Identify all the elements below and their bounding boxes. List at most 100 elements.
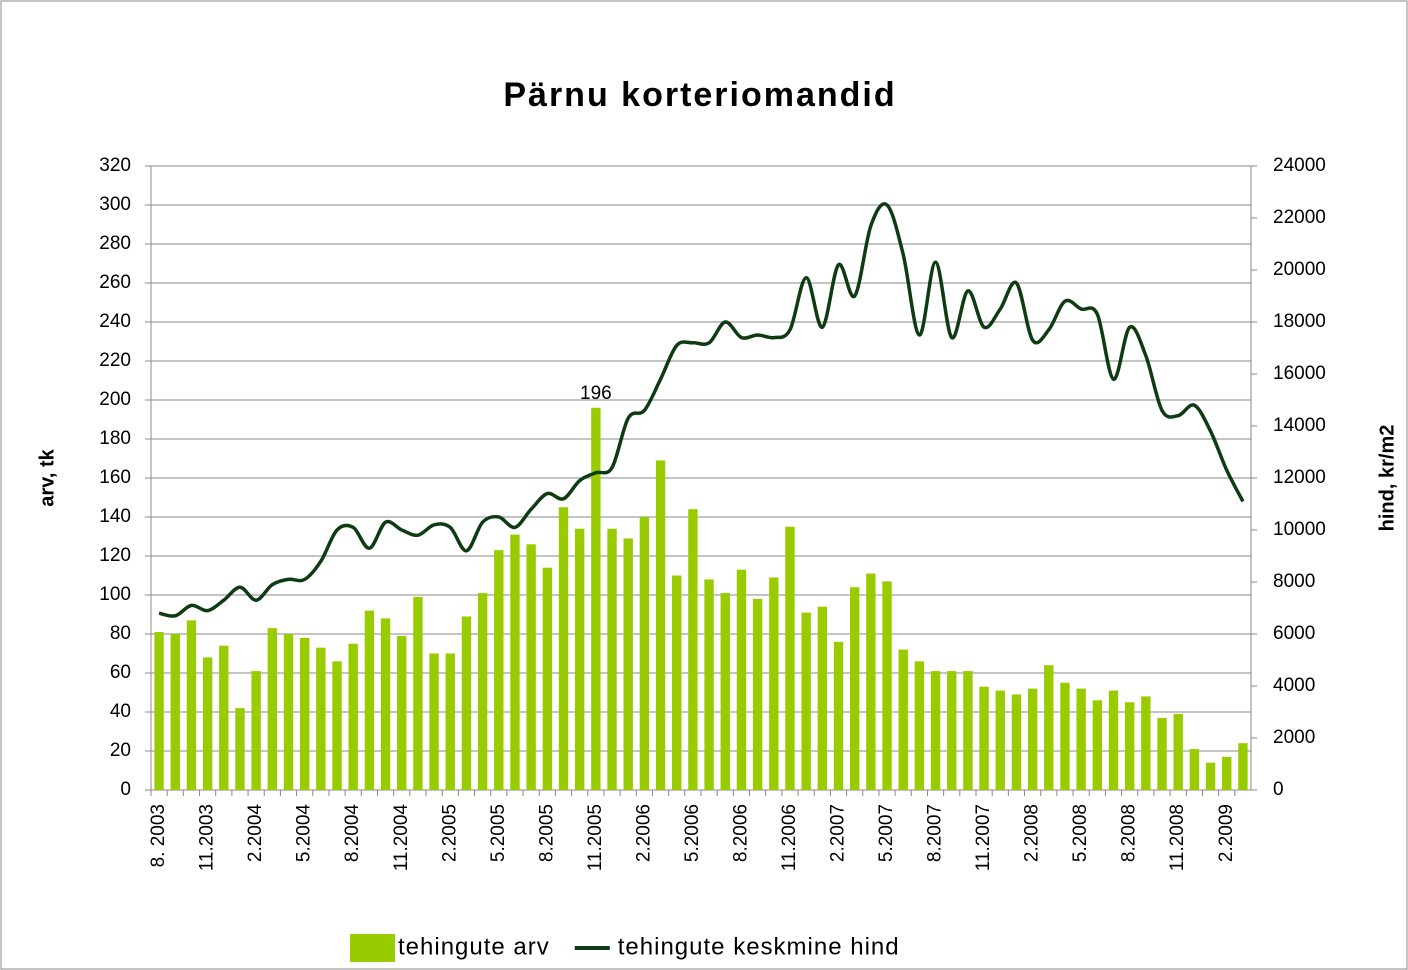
bar [720, 593, 730, 790]
bar [397, 635, 407, 790]
x-tick-label: 5.2007 [876, 804, 897, 862]
bar [623, 538, 633, 790]
x-tick-label: 8. 2003 [148, 804, 169, 867]
bar [688, 509, 698, 790]
bar [866, 573, 876, 790]
y-tick-label: 60 [110, 662, 131, 683]
x-tick-label: 8.2007 [925, 804, 946, 862]
bar [655, 460, 666, 790]
bar [639, 517, 650, 790]
line [158, 202, 1245, 618]
bar [672, 575, 682, 790]
bar [170, 634, 180, 790]
y-tick-label: 220 [99, 350, 131, 371]
x-tick-label: 2.2008 [1022, 804, 1043, 862]
bar [348, 643, 358, 790]
y2-tick-label: 6000 [1273, 623, 1315, 644]
x-tick-label: 11.2008 [1167, 804, 1188, 871]
bar [267, 628, 278, 790]
y-tick-label: 140 [99, 506, 131, 527]
bar [1124, 702, 1135, 790]
bar [332, 661, 342, 790]
bar [510, 534, 520, 790]
bar [219, 645, 229, 790]
bar [283, 634, 294, 790]
bar [364, 610, 375, 790]
x-tick-label: 5.2004 [294, 804, 315, 863]
y-tick-label: 20 [110, 740, 131, 761]
x-tick-label: 2.2006 [633, 804, 654, 862]
y2-tick-label: 2000 [1273, 727, 1315, 748]
bar [380, 618, 391, 790]
bar [1222, 756, 1232, 790]
y2-tick-label: 12000 [1273, 467, 1326, 488]
y-tick-label: 0 [120, 779, 131, 800]
y-tick-label: 200 [99, 389, 131, 410]
y2-tick-label: 8000 [1273, 571, 1315, 592]
bar [769, 577, 779, 790]
legend-swatch [350, 934, 395, 962]
y2-tick-label: 14000 [1273, 415, 1326, 436]
bar [1076, 688, 1086, 790]
bar [154, 632, 164, 790]
data-label: 196 [580, 383, 612, 404]
y-tick-label: 180 [99, 428, 131, 449]
bar [429, 653, 439, 790]
bar [607, 528, 617, 790]
bar [1060, 682, 1070, 790]
x-tick-label: 5.2008 [1070, 804, 1091, 862]
bar [995, 690, 1005, 790]
bar [1108, 690, 1119, 790]
bar [914, 661, 925, 790]
bar [704, 579, 714, 790]
bar [445, 653, 455, 790]
bar [1205, 762, 1216, 790]
x-tick-label: 2.2004 [245, 804, 266, 863]
y2-tick-label: 4000 [1273, 675, 1315, 696]
bar [963, 671, 973, 790]
y-tick-label: 260 [99, 272, 131, 293]
bar [1044, 665, 1054, 790]
y2-tick-label: 20000 [1273, 259, 1326, 280]
x-tick-label: 11.2005 [585, 804, 606, 871]
bar [882, 581, 892, 790]
bar [817, 606, 828, 790]
y2-tick-label: 10000 [1273, 519, 1326, 540]
x-tick-label: 5.2005 [488, 804, 509, 862]
y2-tick-label: 16000 [1273, 363, 1326, 384]
bar [235, 708, 245, 790]
x-tick-label: 8.2005 [536, 804, 557, 862]
y2-tick-label: 24000 [1273, 155, 1326, 176]
bar [186, 620, 197, 790]
x-tick-label: 8.2008 [1119, 804, 1140, 862]
bar [801, 612, 811, 790]
y-tick-label: 280 [99, 233, 131, 254]
bar [413, 596, 423, 790]
y-tick-label: 100 [99, 584, 131, 605]
x-tick-label: 8.2004 [342, 804, 363, 863]
x-tick-label: 2.2005 [439, 804, 460, 862]
bar [299, 637, 310, 790]
x-tick-label: 11.2004 [391, 804, 412, 872]
y-tick-label: 160 [99, 467, 131, 488]
bar [898, 649, 908, 790]
chart-title: Pärnu korteriomandid [503, 76, 896, 114]
bar [833, 641, 844, 790]
bar [979, 686, 989, 790]
x-tick-label: 11.2007 [973, 804, 994, 871]
x-tick-label: 5.2006 [682, 804, 703, 862]
y-tick-label: 40 [110, 701, 131, 722]
legend-label: tehingute keskmine hind [618, 933, 900, 960]
x-tick-label: 11.2006 [779, 804, 800, 871]
x-tick-label: 8.2006 [730, 804, 751, 862]
bar [1011, 694, 1022, 790]
bar [785, 526, 795, 790]
bar [542, 567, 553, 790]
bar [574, 528, 585, 790]
bar [1027, 688, 1038, 790]
bar [1092, 700, 1103, 790]
bar [947, 671, 957, 790]
bar [526, 544, 536, 790]
